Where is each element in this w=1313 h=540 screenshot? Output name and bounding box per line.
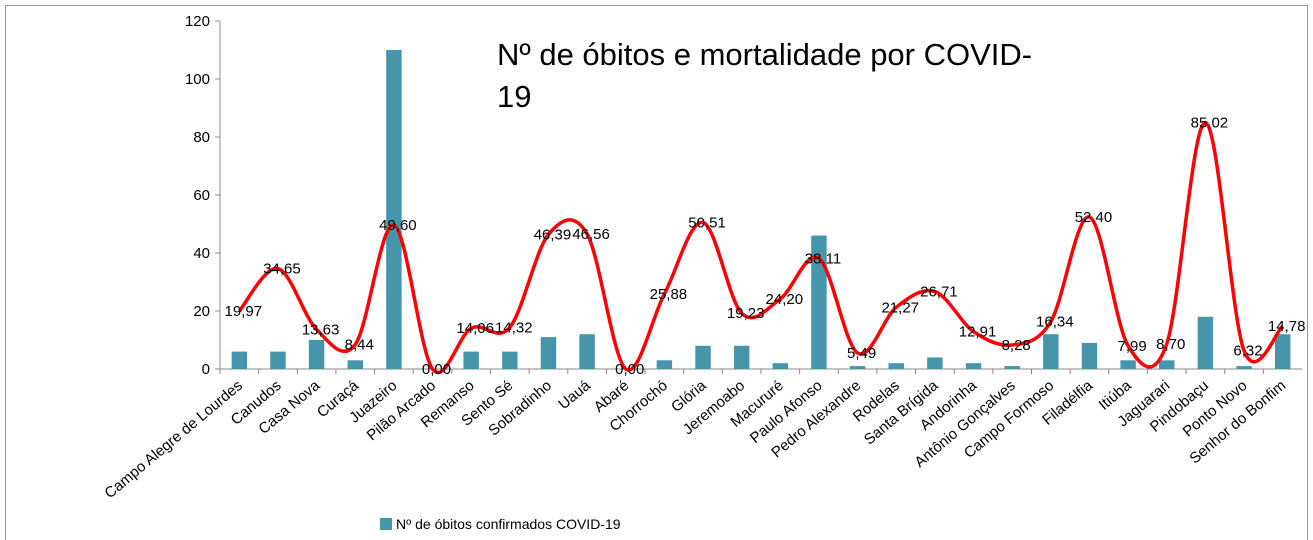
bar <box>733 345 750 369</box>
data-label: 21,27 <box>881 299 919 316</box>
data-label: 7,99 <box>1118 338 1147 355</box>
line <box>237 120 1284 374</box>
bar <box>463 351 479 369</box>
bar <box>888 363 904 369</box>
bar <box>540 337 557 369</box>
bar <box>965 363 982 369</box>
data-label: 6,32 <box>1233 343 1262 360</box>
data-label: 46,39 <box>534 226 572 243</box>
data-label: 49,60 <box>379 217 417 234</box>
data-label: 13,63 <box>302 321 340 338</box>
bar <box>347 360 363 369</box>
bar <box>772 363 789 369</box>
y-tick-label: 60 <box>193 187 210 204</box>
y-tick-label: 80 <box>193 129 210 146</box>
data-label: 16,34 <box>1036 314 1074 331</box>
y-tick-label: 120 <box>185 13 210 30</box>
data-label: 24,20 <box>766 291 804 308</box>
bar <box>1274 334 1291 369</box>
bar <box>231 351 248 369</box>
data-label: 38,11 <box>805 250 841 267</box>
bar <box>579 334 595 369</box>
bar <box>270 351 286 369</box>
data-label: 8,44 <box>345 337 374 354</box>
y-tick-label: 100 <box>185 71 210 88</box>
bar <box>1004 366 1020 369</box>
data-label: 8,28 <box>1002 337 1031 354</box>
bar <box>1043 334 1059 369</box>
bar <box>502 351 518 369</box>
bar <box>1236 366 1252 369</box>
bar <box>1197 316 1214 369</box>
y-tick-label: 20 <box>193 303 210 320</box>
data-label: 19,97 <box>225 303 263 320</box>
data-label: 34,65 <box>263 261 301 278</box>
data-label: 46,56 <box>572 226 610 243</box>
data-label: 8,70 <box>1156 336 1185 353</box>
bar <box>1120 360 1136 369</box>
data-label: 12,91 <box>959 324 997 341</box>
chart-title: Nº de óbitos e mortalidade por COVID-19 <box>497 37 1033 114</box>
legend-swatch <box>380 518 392 530</box>
bar <box>308 340 325 369</box>
data-label: 50,51 <box>688 215 726 232</box>
bar <box>849 366 866 369</box>
data-label: 14,06 <box>456 320 494 337</box>
data-label: 14,32 <box>495 319 533 336</box>
data-label: 25,88 <box>650 286 688 303</box>
data-label: 5,49 <box>847 345 876 362</box>
x-tick-label: Campo Alegre de Lourdes <box>101 377 245 502</box>
data-label: 0,00 <box>422 361 451 378</box>
x-tick-label: Uauá <box>555 377 594 413</box>
chart-border <box>5 5 1308 540</box>
data-label: 26,71 <box>920 284 958 301</box>
bar <box>695 345 711 369</box>
data-label: 85,02 <box>1191 114 1229 131</box>
bar <box>656 360 673 369</box>
bar <box>811 235 827 369</box>
y-tick-label: 40 <box>193 245 210 262</box>
bar <box>927 357 943 369</box>
y-tick-label: 0 <box>202 361 210 378</box>
bar <box>1081 342 1098 369</box>
legend-label: Nº de óbitos confirmados COVID-19 <box>396 516 621 532</box>
bar <box>386 50 402 369</box>
data-label: 14,78 <box>1268 318 1306 335</box>
bar <box>1159 360 1175 369</box>
data-label: 19,23 <box>727 305 765 322</box>
data-label: 0,00 <box>615 361 644 378</box>
data-label: 52,40 <box>1075 209 1113 226</box>
